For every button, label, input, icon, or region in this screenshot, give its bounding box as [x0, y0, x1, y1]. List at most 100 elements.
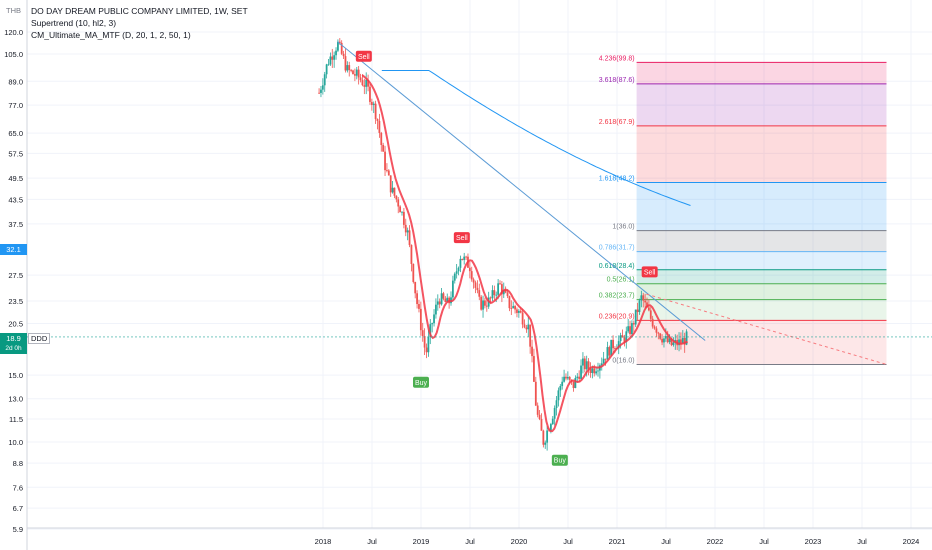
candles [318, 38, 688, 451]
candle-body [538, 414, 541, 419]
candle-body [470, 271, 473, 280]
candle-body [502, 290, 505, 295]
signal-badge [641, 266, 658, 278]
candle-body [374, 103, 377, 120]
fib-zone [636, 283, 887, 300]
candle-body [527, 324, 530, 330]
fib-label: 0.618(28.4) [599, 263, 635, 270]
candle-body [384, 151, 386, 171]
candle-body [563, 376, 565, 382]
fib-label: 0.236(20.9) [599, 313, 635, 320]
candle-body [574, 377, 577, 389]
candle-body [463, 256, 466, 260]
candle-body [670, 338, 673, 346]
candle-body [653, 326, 656, 329]
candle-body [382, 144, 385, 152]
candle-body [416, 293, 418, 305]
candle-body [504, 290, 507, 293]
candle-body [625, 331, 628, 343]
candle-body [544, 442, 547, 445]
candle-body [589, 368, 592, 374]
signal-badge [355, 50, 372, 62]
signal-badge [453, 232, 470, 244]
candle-body [510, 308, 513, 309]
candle-body [685, 331, 688, 345]
signal-label: Buy [554, 458, 567, 465]
y-tick-label: 23.5 [8, 297, 23, 306]
candle-body [378, 120, 381, 133]
y-tick-label: 6.7 [13, 504, 23, 513]
long-ma-line [381, 70, 691, 206]
candle-body [352, 70, 354, 75]
candle-body [421, 330, 424, 337]
candle-body [499, 283, 501, 285]
buy-signal: Buy [551, 454, 568, 466]
trendline [337, 41, 706, 341]
x-tick-label: 2020 [511, 537, 528, 546]
candle-body [529, 324, 532, 347]
candle-body [519, 310, 522, 313]
countdown-badge: 2d 0h [0, 343, 27, 354]
fib-label: 3.618(87.6) [599, 77, 635, 84]
candle-body [404, 224, 407, 233]
candle-body [540, 418, 543, 431]
y-tick-label: 37.5 [8, 220, 23, 229]
fib-zone [636, 230, 887, 252]
candle-body [604, 358, 607, 360]
candle-body [431, 323, 434, 325]
candle-body [580, 365, 582, 379]
candle-body [636, 309, 639, 313]
candle-body [446, 297, 449, 302]
x-tick-label: Jul [857, 537, 867, 546]
candle-body [610, 339, 613, 356]
indicator-supertrend[interactable]: Supertrend (10, hl2, 3) [31, 18, 117, 28]
candle-body [523, 324, 526, 328]
candle-body [436, 301, 439, 305]
candle-body [578, 376, 581, 379]
candle-body [548, 430, 550, 432]
candle-body [600, 363, 603, 366]
candle-body [591, 368, 594, 374]
x-tick-label: 2023 [805, 537, 822, 546]
candle-body [533, 356, 535, 382]
candle-body [681, 337, 684, 344]
candle-body [480, 296, 483, 310]
candle-body [500, 284, 503, 295]
symbol-title[interactable]: DO DAY DREAM PUBLIC COMPANY LIMITED, 1W,… [31, 6, 248, 16]
time-axis: 2018 Jul 2019 Jul 2020 Jul 2021 Jul 2022 Jul 2023 J… [315, 0, 920, 546]
candle-body [680, 339, 682, 344]
candle-body [634, 309, 637, 325]
candle-body [583, 358, 586, 370]
candle-body [465, 256, 467, 258]
indicator-ma[interactable]: CM_Ultimate_MA_MTF (D, 20, 1, 2, 50, 1) [31, 30, 191, 40]
candle-body [329, 56, 332, 65]
chart-legend: DO DAY DREAM PUBLIC COMPANY LIMITED, 1W,… [31, 5, 248, 41]
candle-body [359, 77, 362, 81]
y-tick-label: 13.0 [8, 395, 23, 404]
candle-body [525, 327, 528, 330]
candle-body [597, 370, 599, 372]
candle-body [461, 258, 464, 260]
candle-body [655, 328, 658, 333]
candle-body [438, 301, 441, 305]
fib-zone [636, 62, 887, 84]
candle-body [333, 55, 336, 60]
fib-zone [636, 299, 887, 321]
signal-label: Sell [644, 269, 656, 276]
candle-body [433, 314, 435, 324]
ma-line [361, 74, 689, 433]
candle-body [546, 430, 549, 443]
candle-body [459, 258, 462, 268]
x-tick-label: 2024 [903, 537, 920, 546]
y-tick-label: 65.0 [8, 129, 23, 138]
candle-body [410, 244, 413, 264]
candle-body [344, 56, 347, 71]
x-tick-label: Jul [661, 537, 671, 546]
candle-body [497, 283, 500, 295]
candle-body [325, 64, 328, 75]
candle-body [423, 336, 426, 348]
candle-body [455, 271, 458, 274]
candle-body [672, 342, 675, 346]
sell-signal: Sell [453, 232, 470, 244]
